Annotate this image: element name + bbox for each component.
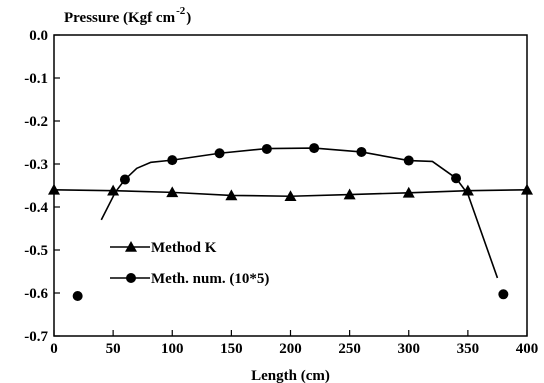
y-tick-label: -0.5 xyxy=(24,243,48,259)
legend-marker xyxy=(125,241,137,252)
data-point xyxy=(261,143,272,154)
series-layer xyxy=(48,143,533,302)
x-tick-label: 0 xyxy=(50,341,58,357)
x-tick-label: 400 xyxy=(516,341,539,357)
data-point xyxy=(461,184,474,196)
x-tick-label: 350 xyxy=(457,341,480,357)
x-tick-label: 100 xyxy=(161,341,184,357)
y-axis-title: Pressure (Kgf cm -2 ) xyxy=(64,5,191,26)
x-tick-label: 300 xyxy=(398,341,421,357)
y-tick-label: -0.2 xyxy=(24,114,48,130)
y-tick-label: 0.0 xyxy=(29,28,48,44)
legend: Method K Meth. num. (10*5) xyxy=(110,240,269,287)
data-point xyxy=(402,186,415,198)
plot-area-frame xyxy=(53,34,528,337)
data-point xyxy=(214,148,225,159)
data-point xyxy=(72,291,83,302)
y-tick-label: -0.3 xyxy=(24,157,48,173)
data-point xyxy=(284,190,297,202)
data-point xyxy=(166,186,179,198)
x-tick-label: 250 xyxy=(338,341,361,357)
y-axis-title-close: ) xyxy=(186,10,191,26)
x-tick-label: 200 xyxy=(279,341,302,357)
x-axis-ticks: 0 50 100 150 200 250 300 350 400 xyxy=(50,330,538,357)
data-point xyxy=(309,143,320,154)
x-axis-title: Length (cm) xyxy=(251,368,330,383)
y-tick-label: -0.1 xyxy=(24,71,48,87)
y-tick-label: -0.4 xyxy=(24,200,48,216)
data-point xyxy=(119,174,130,185)
y-tick-label: -0.7 xyxy=(24,329,48,345)
y-axis-ticks: 0.0 -0.1 -0.2 -0.3 -0.4 -0.5 -0.6 -0.7 xyxy=(24,28,60,345)
series-line xyxy=(100,147,499,279)
data-point xyxy=(343,188,356,200)
data-point xyxy=(225,189,238,201)
data-point xyxy=(498,289,509,300)
data-point xyxy=(356,146,367,157)
legend-marker xyxy=(126,273,136,283)
legend-entry: Meth. num. (10*5) xyxy=(110,271,269,287)
legend-label: Meth. num. (10*5) xyxy=(151,271,269,287)
y-axis-title-text: Pressure (Kgf cm xyxy=(64,10,176,26)
legend-entry: Method K xyxy=(110,240,217,256)
x-tick-label: 150 xyxy=(220,341,243,357)
series-method-k xyxy=(48,183,533,202)
data-point xyxy=(107,184,120,196)
data-point xyxy=(403,155,414,166)
series-meth-num xyxy=(72,143,509,302)
y-tick-label: -0.6 xyxy=(24,286,48,302)
data-point xyxy=(451,173,462,184)
data-point xyxy=(521,183,533,195)
x-tick-label: 50 xyxy=(106,341,121,357)
data-point xyxy=(48,183,60,195)
y-axis-title-superscript: -2 xyxy=(176,5,186,17)
data-point xyxy=(167,155,178,166)
legend-label: Method K xyxy=(151,240,217,256)
